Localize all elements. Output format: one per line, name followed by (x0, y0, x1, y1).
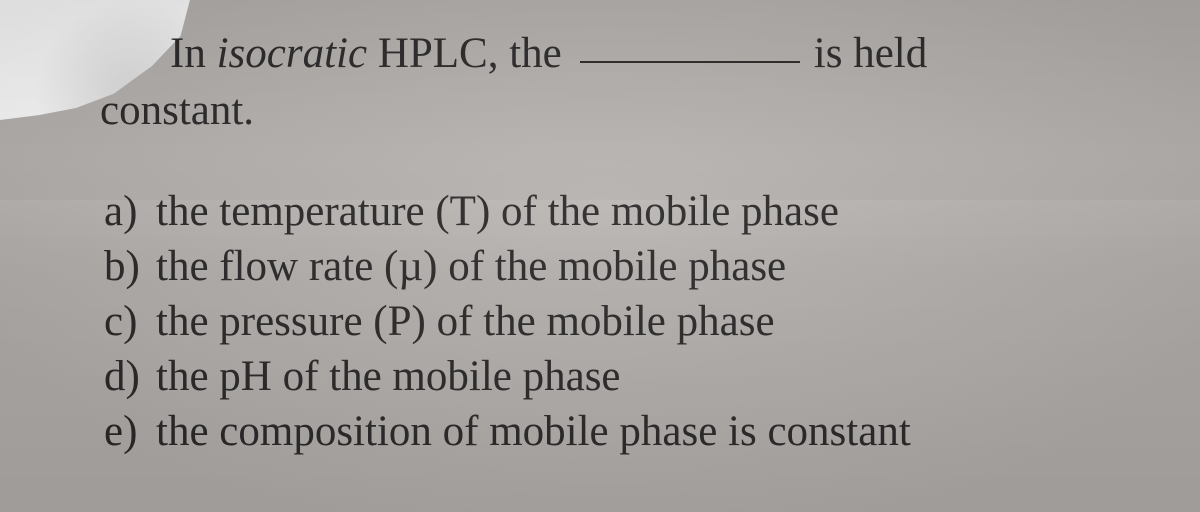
question-italic-word: isocratic (217, 30, 367, 77)
option-marker: d) (104, 349, 156, 404)
option-marker: a) (104, 184, 156, 239)
option-text: the pH of the mobile phase (156, 349, 621, 404)
option-text: the flow rate (µ) of the mobile phase (156, 239, 786, 294)
option-c: c) the pressure (P) of the mobile phase (104, 294, 1160, 349)
question-line-2: constant. (100, 83, 1160, 140)
question-line-1: In isocratic HPLC, the is held (100, 26, 1160, 83)
option-e: e) the composition of mobile phase is co… (104, 404, 1160, 459)
option-marker: c) (104, 294, 156, 349)
answer-options: a) the temperature (T) of the mobile pha… (100, 184, 1160, 459)
question-after-blank: is held (814, 26, 927, 83)
question-text-before-blank: In isocratic HPLC, the (170, 26, 562, 83)
fill-in-blank (580, 61, 800, 63)
question-prefix: In (170, 30, 217, 77)
option-marker: b) (104, 239, 156, 294)
option-marker: e) (104, 404, 156, 459)
option-text: the composition of mobile phase is const… (156, 404, 911, 459)
question-stem: In isocratic HPLC, the is held constant. (100, 26, 1160, 140)
page-content: In isocratic HPLC, the is held constant.… (0, 0, 1200, 459)
question-after-italic: HPLC, the (367, 30, 562, 77)
option-b: b) the flow rate (µ) of the mobile phase (104, 239, 1160, 294)
option-a: a) the temperature (T) of the mobile pha… (104, 184, 1160, 239)
option-text: the temperature (T) of the mobile phase (156, 184, 839, 239)
option-text: the pressure (P) of the mobile phase (156, 294, 775, 349)
option-d: d) the pH of the mobile phase (104, 349, 1160, 404)
